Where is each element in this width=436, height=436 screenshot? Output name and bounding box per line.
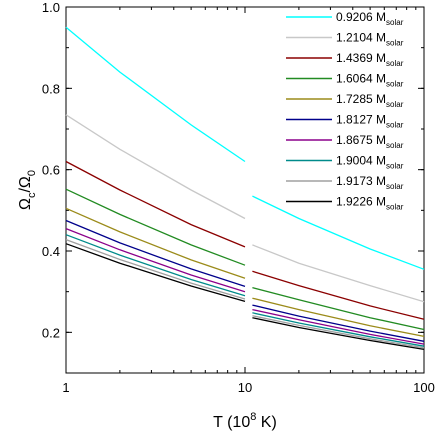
legend-label: 1.8675 Msolar — [336, 133, 404, 150]
series-line-1.8675 — [252, 308, 425, 345]
series-line-1.9004 — [65, 234, 246, 297]
legend-label: 1.4369 Msolar — [336, 51, 404, 68]
series-line-1.2104 — [252, 244, 425, 303]
series-line-1.9226 — [65, 243, 246, 303]
y-axis-title: Ωc/Ω0 — [17, 170, 38, 210]
y-tick-label: 0.8 — [42, 81, 60, 96]
series-line-1.8127 — [252, 304, 425, 342]
series-line-1.8675 — [65, 227, 246, 293]
y-tick-label: 0.2 — [42, 325, 60, 340]
series-line-1.7285 — [252, 297, 425, 338]
x-tick-label: 100 — [413, 380, 435, 395]
series-line-0.9206 — [65, 26, 246, 163]
legend-label: 1.2104 Msolar — [336, 31, 404, 48]
axis-ticks: 1 10 100 0.2 0.4 0.6 0.8 1.0 — [42, 0, 435, 395]
x-axis-title: T (108 K) — [213, 411, 277, 431]
y-tick-label: 1.0 — [42, 0, 60, 15]
series-line-1.9004 — [252, 312, 425, 347]
legend-label: 1.9173 Msolar — [336, 174, 404, 191]
series-line-1.9173 — [65, 238, 246, 300]
legend-label: 1.7285 Msolar — [336, 92, 404, 109]
series-line-1.2104 — [65, 114, 246, 220]
legend-label: 1.9004 Msolar — [336, 154, 404, 171]
series-line-0.9206 — [252, 195, 425, 270]
series-lines — [65, 26, 425, 351]
legend-label: 1.8127 Msolar — [336, 113, 404, 130]
legend-label: 1.6064 Msolar — [336, 72, 404, 89]
x-tick-label: 10 — [238, 380, 252, 395]
series-line-1.9173 — [252, 315, 425, 349]
y-tick-label: 0.4 — [42, 244, 60, 259]
series-line-1.8127 — [65, 219, 246, 288]
series-line-1.6064 — [65, 188, 246, 266]
x-tick-label: 1 — [62, 380, 69, 395]
series-line-1.4369 — [252, 270, 425, 320]
y-tick-label: 0.6 — [42, 163, 60, 178]
series-line-1.4369 — [65, 160, 246, 248]
legend: 0.9206 Msolar 1.2104 Msolar 1.4369 Msolar 1… — [286, 10, 404, 212]
legend-label: 0.9206 Msolar — [336, 10, 404, 27]
series-line-1.7285 — [65, 207, 246, 279]
series-line-1.9226 — [252, 317, 425, 351]
legend-label: 1.9226 Msolar — [336, 195, 404, 212]
series-line-1.6064 — [252, 286, 425, 331]
